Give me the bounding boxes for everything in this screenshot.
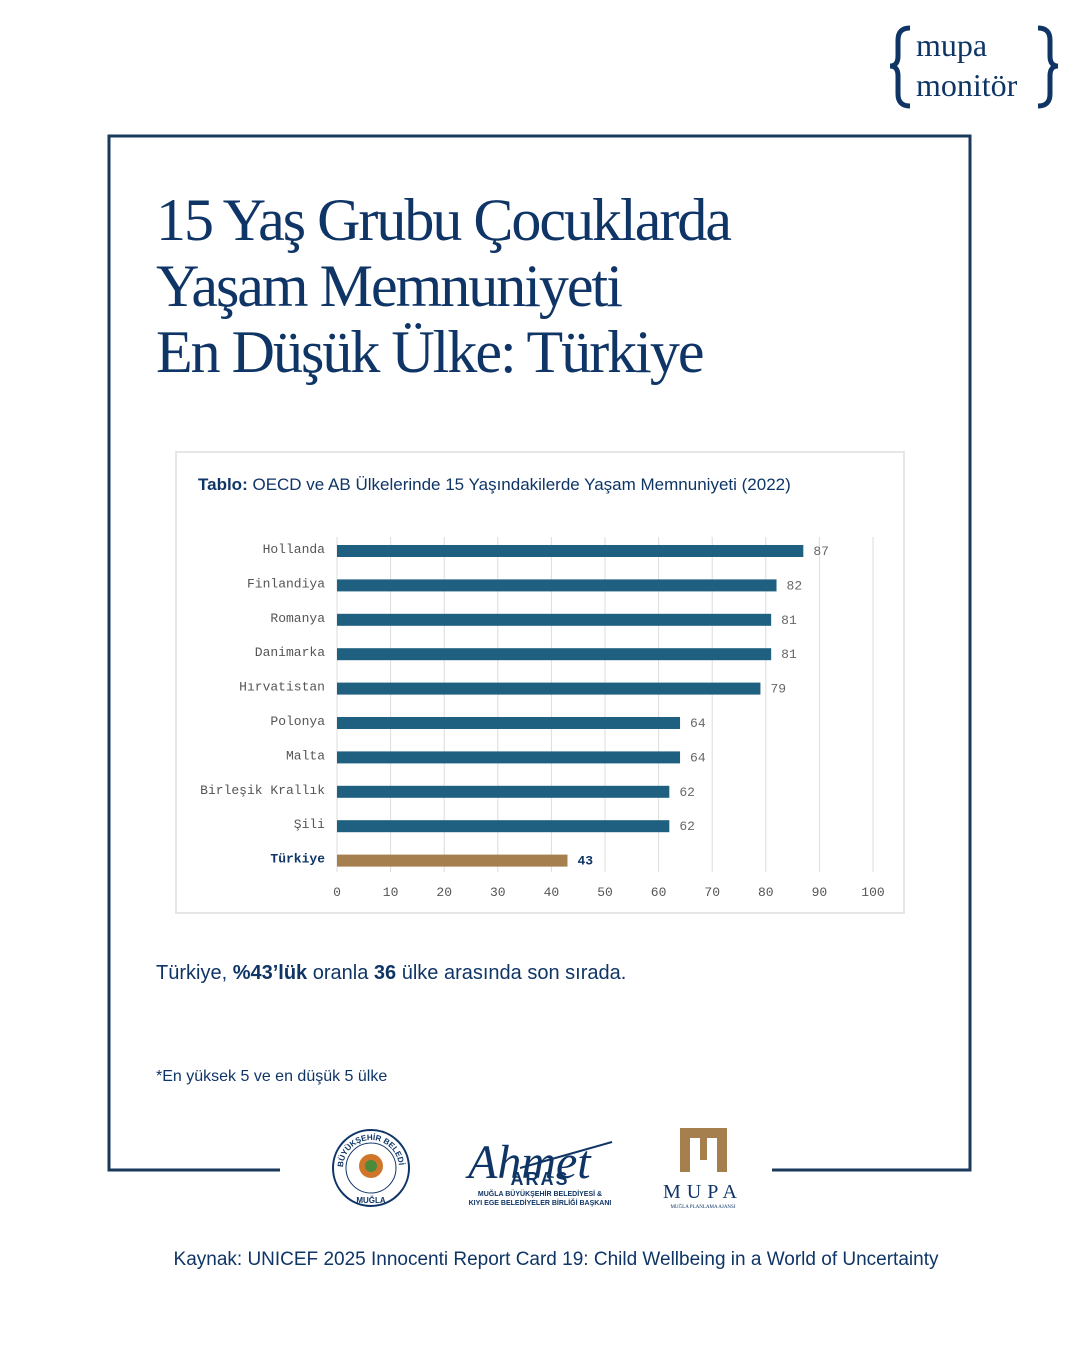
signature-stroke: [519, 1141, 613, 1169]
summary-text: %43’lük: [233, 962, 308, 984]
y-tick-label: Türkiye: [270, 852, 325, 867]
y-tick-label: Polonya: [270, 714, 325, 729]
summary: Türkiye, %43’lük oranla 36 ülke arasında…: [156, 962, 626, 984]
footnote: *En yüksek 5 ve en düşük 5 ülke: [156, 1068, 387, 1085]
chart-title-text: OECD ve AB Ülkelerinde 15 Yaşındakilerde…: [252, 475, 790, 494]
brace-left: [889, 25, 911, 109]
x-tick-label: 50: [597, 885, 613, 900]
headline: Yaşam Memnuniyeti: [156, 253, 622, 319]
brace-right: [1037, 25, 1059, 109]
agency-full: MUĞLA PLANLAMA AJANSI: [670, 1204, 735, 1210]
value-label: 43: [577, 854, 593, 869]
headline: 15 Yaş Grubu Çocuklarda: [156, 187, 731, 253]
value-label: 81: [781, 613, 797, 628]
value-label: 82: [787, 578, 803, 593]
x-tick-label: 30: [490, 885, 506, 900]
bar: [337, 820, 670, 833]
y-tick-label: Malta: [286, 748, 325, 763]
mayor-last: ARAS: [510, 1169, 569, 1189]
y-tick-label: Hollanda: [263, 542, 326, 557]
y-tick-label: Şili: [294, 817, 325, 832]
bar: [337, 648, 772, 661]
y-tick-label: Birleşik Krallık: [200, 783, 325, 798]
chart: 0 10 20 30 40 50 60 70 80 90 100 Hollanda 87 Finlandi…: [200, 537, 885, 900]
bar: [337, 579, 777, 592]
bar: [337, 854, 568, 867]
value-label: 87: [813, 544, 829, 559]
chart-box: [175, 451, 905, 914]
x-tick-label: 60: [651, 885, 667, 900]
x-tick-label: 90: [812, 885, 828, 900]
bar: [337, 613, 772, 626]
value-label: 81: [781, 647, 797, 662]
value-label: 62: [679, 785, 695, 800]
source: Kaynak: UNICEF 2025 Innocenti Report Car…: [174, 1249, 939, 1270]
summary-text: Türkiye,: [156, 962, 233, 984]
value-label: 79: [770, 682, 786, 697]
agency-name: MUPA: [663, 1181, 743, 1203]
value-label: 64: [690, 750, 706, 765]
chart-title: Tablo: OECD ve AB Ülkelerinde 15 Yaşında…: [198, 475, 791, 494]
agency-icon: [680, 1128, 727, 1172]
value-label: 64: [690, 716, 706, 731]
mayor-first: Ahmet: [465, 1136, 592, 1189]
y-tick-label: Hırvatistan: [239, 680, 325, 695]
municipality-bottom: MUĞLA: [356, 1196, 386, 1205]
municipality-logo-center: [365, 1160, 377, 1172]
y-tick-label: Finlandiya: [247, 576, 325, 591]
bar: [337, 545, 804, 557]
x-tick-label: 20: [436, 885, 452, 900]
y-tick-label: Romanya: [270, 611, 325, 626]
summary-text: ülke arasında son sırada.: [396, 962, 626, 984]
headline: En Düşük Ülke: Türkiye: [156, 319, 703, 385]
summary-text: oranla: [307, 962, 374, 984]
bar: [337, 751, 681, 764]
bar: [337, 785, 670, 798]
chart-title-prefix: Tablo:: [198, 475, 248, 494]
frame: [107, 134, 972, 1172]
brand-line: monitör: [916, 67, 1018, 103]
x-tick-label: 40: [544, 885, 560, 900]
x-tick-label: 80: [758, 885, 774, 900]
x-tick-label: 70: [704, 885, 720, 900]
y-tick-label: Danimarka: [255, 645, 325, 660]
mayor-role: KIYI EGE BELEDİYELER BİRLİĞİ BAŞKANI: [469, 1198, 612, 1207]
value-label: 62: [679, 819, 695, 834]
x-tick-label: 0: [333, 885, 341, 900]
mayor-role: MUĞLA BÜYÜKŞEHİR BELEDİYESİ &: [478, 1189, 602, 1198]
bar: [337, 717, 681, 729]
x-tick-label: 100: [861, 885, 884, 900]
summary-text: 36: [374, 962, 396, 984]
x-tick-label: 10: [383, 885, 399, 900]
municipality-logo-ring: [345, 1142, 397, 1194]
brand-line: mupa: [916, 27, 987, 63]
bar: [337, 682, 761, 695]
